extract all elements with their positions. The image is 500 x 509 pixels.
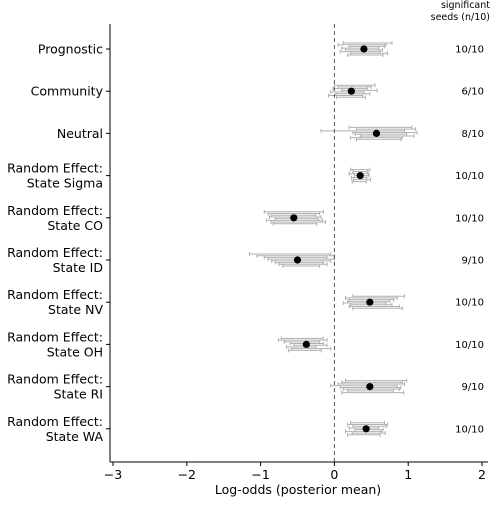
seed-intervals-layer — [249, 41, 418, 437]
category-label: Random Effect: State WA — [7, 414, 103, 444]
significance-label: 10/10 — [455, 298, 484, 309]
category-label-line: State CO — [47, 218, 103, 233]
x-tick-label: 2 — [478, 467, 486, 482]
mean-point — [366, 298, 374, 306]
category-label: Prognostic — [38, 42, 103, 57]
significance-label: 10/10 — [455, 213, 484, 224]
mean-point — [347, 87, 355, 95]
significance-labels-layer: 10/10 6/10 8/10 10/10 10/10 9/10 10/10 10/10 9/1… — [455, 45, 484, 436]
significance-label: 9/10 — [462, 382, 484, 393]
x-tick-label: 1 — [404, 467, 412, 482]
significance-label: 10/10 — [455, 45, 484, 56]
mean-point — [366, 383, 374, 391]
significance-label: 8/10 — [462, 129, 484, 140]
category-label-line: Random Effect: — [7, 329, 103, 344]
category-label: Community — [31, 84, 104, 99]
x-tick-label: −3 — [104, 467, 122, 482]
category-label-line: Random Effect: — [7, 161, 103, 176]
category-label: Random Effect: State Sigma — [7, 161, 103, 191]
category-label: Neutral — [57, 126, 103, 141]
x-tick-label: −1 — [251, 467, 269, 482]
category-label: Random Effect: State CO — [7, 203, 103, 233]
category-label-line: Random Effect: — [7, 245, 103, 260]
category-label-line: State NV — [48, 302, 103, 317]
axes-layer: −3 −2 −1 0 1 2 — [104, 24, 488, 482]
mean-point — [356, 172, 364, 180]
mean-point — [302, 340, 310, 348]
mean-point — [362, 425, 370, 433]
x-axis-title: Log-odds (posterior mean) — [215, 482, 381, 497]
significance-label: 9/10 — [462, 256, 484, 267]
category-label: Random Effect: State RI — [7, 372, 103, 402]
category-label-line: Random Effect: — [7, 287, 103, 302]
category-label-line: State WA — [46, 429, 104, 444]
significance-label: 6/10 — [462, 87, 484, 98]
mean-points-layer — [290, 45, 381, 433]
category-label: Random Effect: State NV — [7, 287, 103, 317]
mean-point — [372, 129, 381, 137]
category-label: Random Effect: State OH — [7, 329, 103, 359]
category-label-line: Random Effect: — [7, 203, 103, 218]
category-label-line: State ID — [53, 260, 103, 275]
significance-header-line-1: significant — [441, 0, 490, 11]
significance-header-line-2: seeds (n/10) — [431, 12, 490, 23]
significance-label: 10/10 — [455, 171, 484, 182]
category-label: Random Effect: State ID — [7, 245, 103, 275]
x-tick-label: 0 — [330, 467, 338, 482]
category-label-line: State RI — [54, 387, 103, 402]
category-label-line: Random Effect: — [7, 372, 103, 387]
mean-point — [293, 256, 302, 264]
significance-label: 10/10 — [455, 424, 484, 435]
significance-label: 10/10 — [455, 340, 484, 351]
category-labels-layer: Prognostic Community Neutral Random Effect:… — [7, 42, 104, 444]
category-label-line: State Sigma — [27, 176, 103, 191]
category-label-line: Random Effect: — [7, 414, 103, 429]
mean-point — [290, 214, 298, 222]
category-label-line: State OH — [47, 344, 103, 359]
mean-point — [360, 45, 368, 53]
x-tick-label: −2 — [178, 467, 196, 482]
